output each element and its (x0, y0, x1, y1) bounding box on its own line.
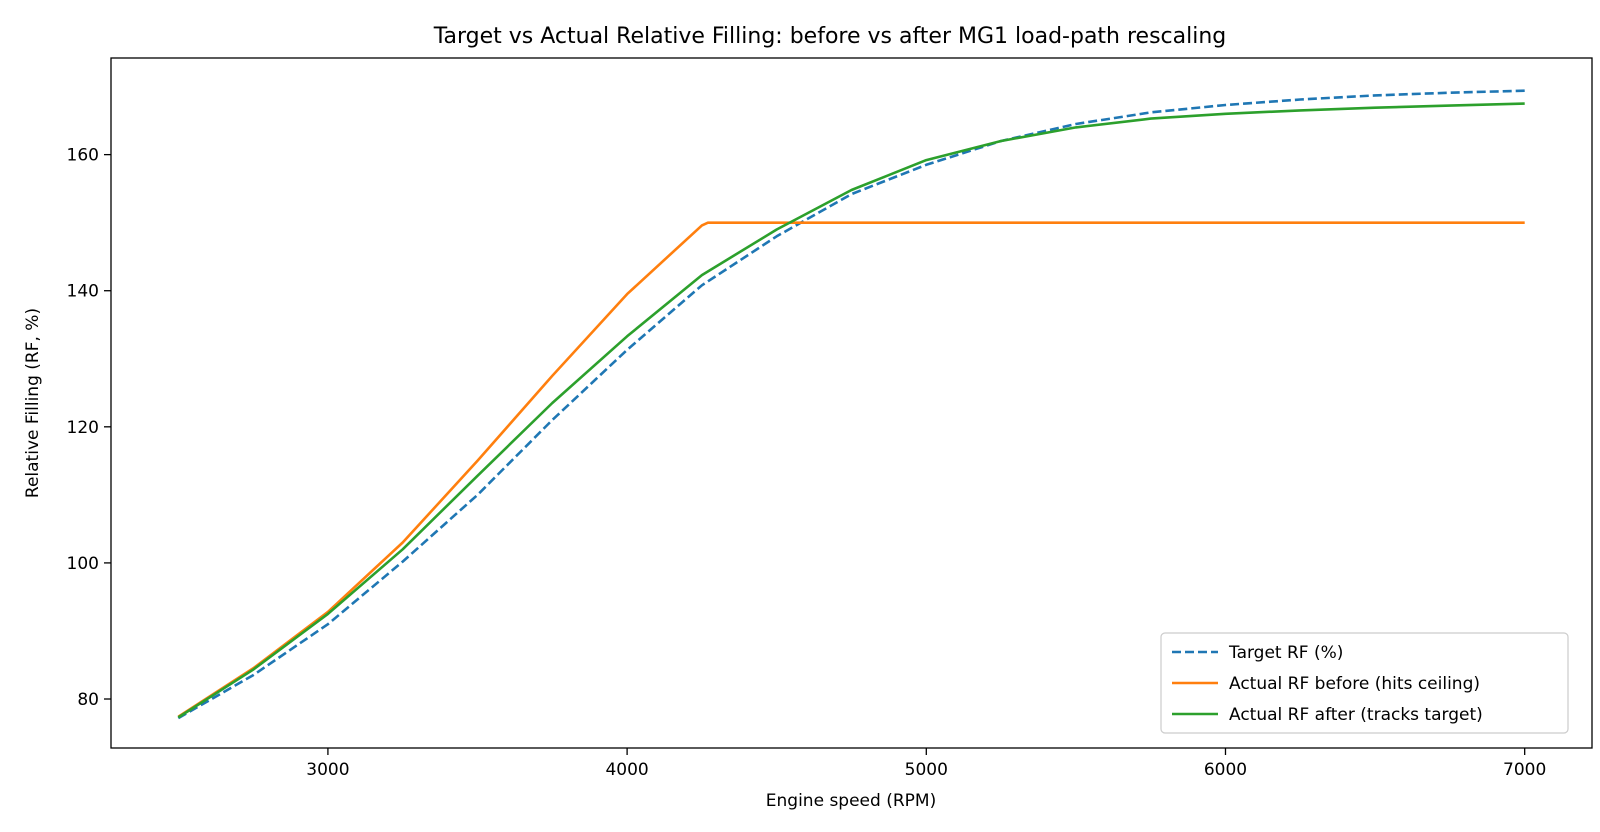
legend-label: Actual RF after (tracks target) (1229, 705, 1483, 725)
legend-label: Actual RF before (hits ceiling) (1229, 674, 1480, 694)
y-axis-title: Relative Filling (RF, %) (23, 308, 43, 498)
chart-title: Target vs Actual Relative Filling: befor… (433, 24, 1227, 49)
legend: Target RF (%) Actual RF before (hits ceil… (1160, 632, 1569, 734)
series-line-actual-rf-before-hits-ceiling (177, 221, 1525, 718)
series-line-target-rf (177, 89, 1525, 720)
axes: 3000 4000 5000 6000 7000 80 100 120 140 160 (67, 146, 1547, 780)
series-line-actual-rf-after-tracks-target (177, 102, 1525, 719)
y-tick-label: 80 (77, 690, 99, 710)
x-axis-title: Engine speed (RPM) (766, 791, 936, 811)
x-tick-label: 7000 (1503, 760, 1546, 780)
y-tick-label: 120 (67, 418, 99, 438)
x-tick-label: 5000 (905, 760, 948, 780)
y-tick-label: 160 (67, 146, 99, 166)
x-tick-label: 4000 (605, 760, 648, 780)
x-tick-label: 3000 (306, 760, 349, 780)
y-tick-label: 100 (67, 554, 99, 574)
plot-frame (110, 57, 1593, 749)
legend-box (1160, 632, 1569, 734)
legend-label: Target RF (%) (1228, 643, 1343, 663)
x-tick-label: 6000 (1204, 760, 1247, 780)
plot-area (177, 89, 1525, 720)
y-tick-label: 140 (67, 282, 99, 302)
